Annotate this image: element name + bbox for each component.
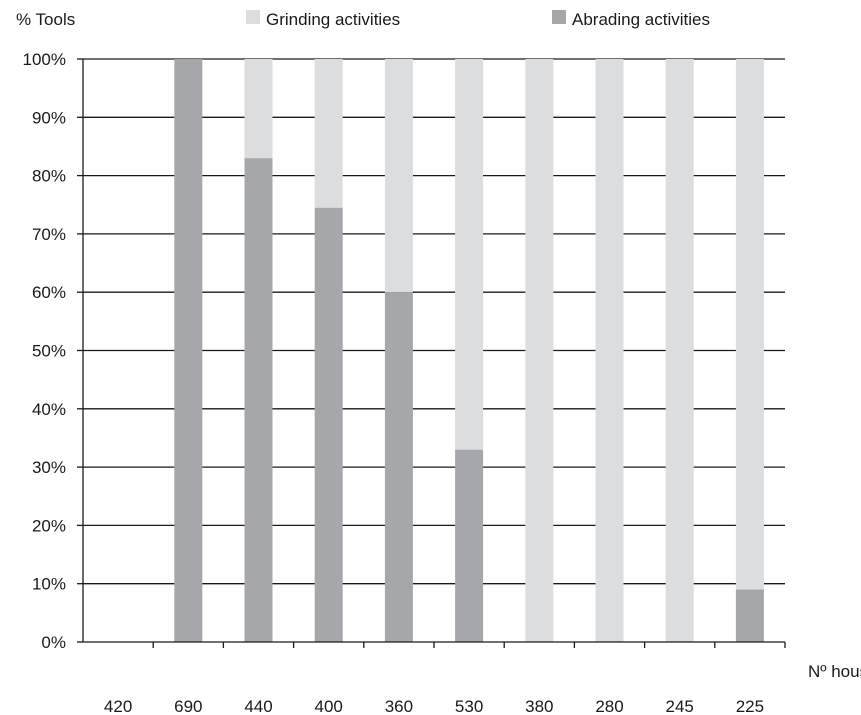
x-tick-label: 400 [315, 697, 343, 715]
bars [174, 59, 764, 643]
x-tick-label: 225 [736, 697, 764, 715]
legend-item-abrading: Abrading activities [552, 10, 710, 29]
bar-segment-abrading [314, 207, 343, 643]
y-tick-label: 100% [23, 50, 66, 69]
legend-item-grinding: Grinding activities [246, 10, 400, 29]
x-tick-label: 380 [525, 697, 553, 715]
legend-label-grinding: Grinding activities [266, 10, 400, 29]
legend-label-abrading: Abrading activities [572, 10, 710, 29]
bar-segment-grinding [455, 59, 484, 450]
bar-segment-abrading [735, 589, 764, 642]
axes [82, 59, 786, 648]
x-tick-label: 280 [595, 697, 623, 715]
legend-swatch-abrading [552, 10, 566, 24]
y-tick-label: 90% [32, 108, 66, 127]
bar-segment-grinding [735, 59, 764, 590]
y-axis-label: % Tools [16, 10, 75, 29]
y-tick-labels: 0% 10% 20% 30% 40% 50% 60% 70% 80% 90% 100% [23, 50, 66, 652]
bar-segment-grinding [665, 59, 694, 642]
x-tick-label: 360 [385, 697, 413, 715]
y-tick-label: 70% [32, 225, 66, 244]
bar-segment-abrading [174, 59, 203, 642]
legend-swatch-grinding [246, 10, 260, 24]
x-tick-label: 530 [455, 697, 483, 715]
bar-segment-grinding [384, 59, 413, 293]
bar-segment-abrading [384, 292, 413, 642]
y-tick-label: 80% [32, 167, 66, 186]
x-tick-label: 690 [174, 697, 202, 715]
x-tick-label: 420 [104, 697, 132, 715]
y-tick-label: 50% [32, 342, 66, 361]
y-tick-label: 30% [32, 458, 66, 477]
y-tick-label: 60% [32, 283, 66, 302]
legend: Grinding activities Abrading activities [246, 10, 710, 29]
y-tick-label: 20% [32, 516, 66, 535]
bar-segment-grinding [595, 59, 624, 642]
y-tick-label: 10% [32, 575, 66, 594]
bar-segment-grinding [244, 59, 273, 159]
x-tick-label: 440 [244, 697, 272, 715]
bar-segment-grinding [314, 59, 343, 208]
bar-segment-abrading [244, 158, 273, 643]
bar-segment-grinding [525, 59, 554, 642]
x-tick-label: 245 [666, 697, 694, 715]
y-tick-label: 40% [32, 400, 66, 419]
x-axis-label: Nº house [808, 662, 861, 681]
x-tick-labels: 420 690 440 400 360 530 380 280 245 225 [104, 697, 764, 715]
y-tick-label: 0% [41, 633, 66, 652]
bar-segment-abrading [455, 449, 484, 642]
